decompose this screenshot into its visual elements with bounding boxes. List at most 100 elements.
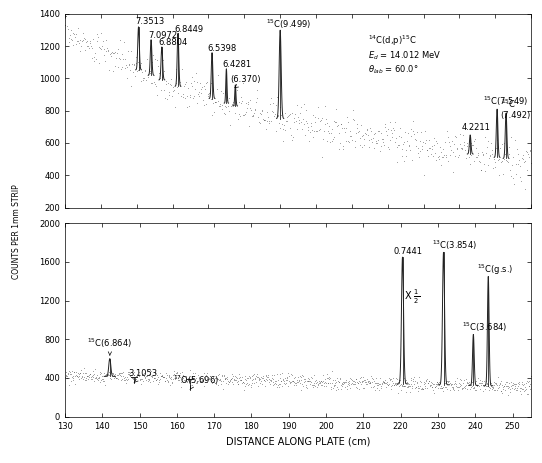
Point	[100, 377, 108, 385]
Point	[515, 381, 524, 388]
Point	[497, 377, 506, 385]
Point	[279, 376, 288, 383]
Point	[524, 390, 532, 398]
Point	[438, 384, 447, 391]
Point	[186, 375, 195, 383]
Point	[449, 148, 457, 156]
Point	[98, 375, 106, 383]
Point	[494, 155, 503, 163]
Point	[463, 139, 472, 147]
Point	[153, 91, 162, 98]
Point	[193, 100, 202, 107]
Point	[96, 45, 105, 53]
Point	[212, 86, 221, 93]
Point	[384, 381, 392, 388]
Point	[440, 151, 449, 158]
Point	[109, 371, 118, 379]
Point	[263, 373, 272, 381]
Point	[261, 372, 270, 380]
Point	[210, 378, 218, 386]
Point	[341, 125, 350, 132]
Point	[301, 377, 309, 384]
Point	[325, 122, 333, 130]
Point	[171, 104, 179, 111]
Point	[496, 388, 505, 395]
Point	[71, 40, 80, 47]
Point	[157, 371, 166, 379]
Point	[378, 379, 387, 386]
Point	[200, 369, 209, 377]
Point	[281, 126, 290, 134]
Point	[508, 162, 517, 169]
Point	[524, 382, 533, 389]
Point	[119, 375, 128, 382]
Point	[143, 367, 151, 374]
Point	[176, 383, 185, 391]
Point	[240, 382, 249, 389]
Point	[296, 374, 305, 381]
Point	[381, 379, 390, 386]
Point	[347, 137, 356, 144]
Point	[275, 381, 283, 388]
Point	[268, 372, 276, 379]
Point	[375, 380, 383, 388]
Point	[304, 377, 313, 385]
Point	[404, 141, 413, 149]
Point	[235, 375, 244, 382]
Point	[446, 386, 455, 394]
Point	[280, 110, 289, 117]
Point	[398, 145, 406, 153]
Text: $^{17}$O(5.696): $^{17}$O(5.696)	[173, 373, 220, 389]
Point	[209, 379, 218, 386]
Point	[455, 140, 464, 148]
Point	[193, 90, 202, 97]
Point	[131, 376, 140, 383]
Point	[320, 375, 329, 383]
Point	[136, 77, 145, 84]
Point	[264, 119, 273, 126]
Point	[266, 376, 275, 384]
Point	[417, 128, 425, 136]
Point	[116, 369, 125, 376]
Point	[87, 373, 95, 380]
Point	[219, 385, 228, 393]
Point	[183, 92, 191, 100]
Point	[336, 375, 345, 383]
Point	[370, 386, 379, 394]
Point	[267, 95, 276, 102]
Point	[492, 380, 500, 388]
Point	[367, 378, 376, 386]
Point	[169, 375, 177, 382]
Point	[116, 373, 125, 380]
Point	[164, 92, 173, 99]
Point	[458, 385, 467, 392]
Point	[330, 382, 338, 390]
Point	[427, 379, 436, 386]
Point	[345, 128, 354, 135]
Point	[126, 370, 134, 377]
Point	[270, 379, 279, 386]
Point	[94, 374, 102, 382]
Point	[460, 139, 468, 146]
Point	[81, 369, 89, 377]
Point	[293, 378, 302, 385]
Point	[231, 110, 240, 117]
Point	[284, 382, 293, 389]
Point	[75, 40, 83, 47]
Point	[331, 118, 339, 125]
Point	[149, 372, 158, 379]
Point	[352, 124, 361, 131]
Point	[194, 371, 203, 379]
Point	[489, 384, 498, 391]
Point	[136, 375, 144, 383]
Point	[286, 379, 295, 386]
Point	[106, 375, 115, 383]
Point	[488, 150, 497, 158]
Point	[207, 373, 216, 381]
Point	[118, 50, 126, 57]
Point	[414, 388, 423, 395]
Point	[280, 380, 289, 388]
Point	[169, 88, 177, 95]
Point	[209, 373, 217, 380]
Text: $^{15}$C
(7.492): $^{15}$C (7.492)	[501, 97, 531, 120]
